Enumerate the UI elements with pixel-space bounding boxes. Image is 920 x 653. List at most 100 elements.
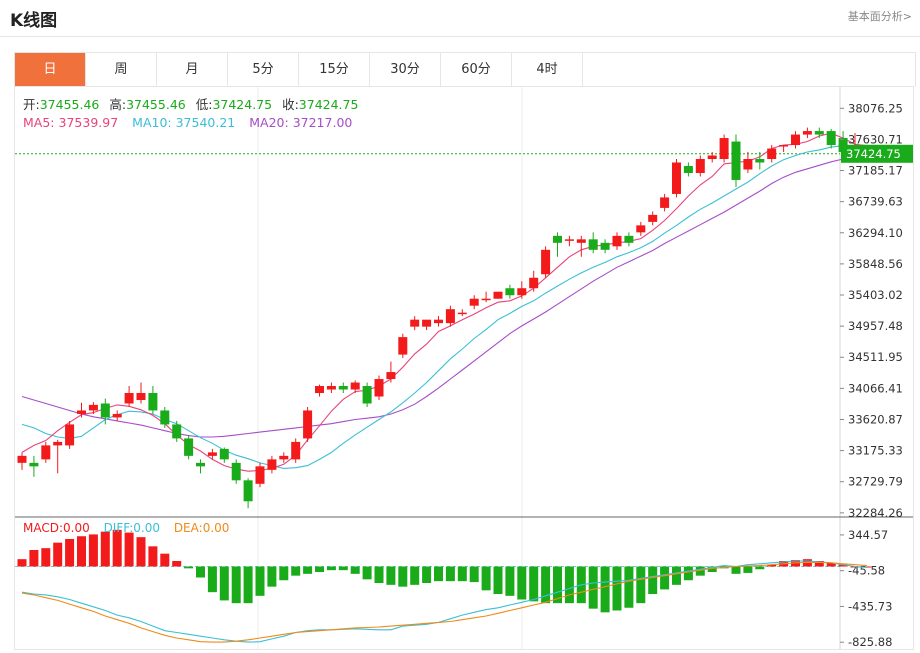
tab-day[interactable]: 日: [15, 53, 86, 87]
candle-body: [802, 131, 812, 135]
macd-bar: [624, 566, 634, 608]
macd-bar: [219, 566, 229, 601]
dea-label: DEA:: [174, 521, 203, 535]
candles: [17, 127, 872, 509]
macd-bar: [505, 566, 515, 596]
price-tick-label: 33175.33: [848, 444, 903, 458]
chart-area[interactable]: 38076.25 37630.71 37185.17 36739.63 36294.10…: [14, 86, 914, 650]
dea-line: [21, 561, 867, 643]
macd-bar: [826, 562, 836, 567]
macd-tick-label: 344.57: [848, 528, 888, 542]
macd-bar: [196, 566, 205, 578]
macd-bar: [326, 566, 336, 571]
grid: [15, 87, 913, 649]
period-tabs: 日 周 月 5分 15分 30分 60分 4时: [14, 52, 916, 87]
tab-30min[interactable]: 30分: [370, 53, 441, 87]
candle-body: [707, 155, 717, 160]
candle-body: [576, 239, 586, 243]
macd-bar: [422, 566, 432, 583]
candle-body: [541, 249, 551, 275]
candle-body: [315, 386, 324, 394]
tab-month[interactable]: 月: [157, 53, 228, 87]
candle-body: [88, 404, 98, 411]
tab-week[interactable]: 周: [86, 53, 157, 87]
macd-bar: [660, 566, 670, 590]
candle-body: [719, 138, 729, 160]
tab-15min[interactable]: 15分: [299, 53, 370, 87]
kline-chart[interactable]: 38076.25 37630.71 37185.17 36739.63 36294.10…: [15, 87, 913, 649]
price-tick-label: 37185.17: [848, 164, 903, 178]
macd-bar: [124, 532, 134, 567]
diff-line: [21, 560, 867, 643]
candle-body: [219, 448, 229, 460]
macd-bar: [303, 566, 313, 574]
macd-tick-label: -825.88: [848, 635, 892, 649]
candle-body: [505, 288, 515, 296]
macd-bar: [398, 566, 408, 587]
macd-bar: [386, 566, 396, 585]
candle-body: [267, 459, 277, 470]
macd-bar: [41, 548, 51, 567]
candle-body: [184, 438, 194, 456]
open-value: 37455.46: [40, 97, 100, 112]
macd-bar: [112, 529, 122, 567]
macd-info: MACD:0.00 DIFF:0.00 DEA:0.00: [23, 521, 229, 535]
candle-body: [564, 239, 574, 241]
close-label: 收:: [282, 97, 299, 112]
candle-body: [303, 410, 313, 439]
candle-body: [755, 159, 765, 163]
current-price-badge: [841, 144, 913, 163]
price-tick-label: 34066.41: [848, 381, 903, 395]
candle-body: [779, 145, 789, 147]
tab-5min[interactable]: 5分: [228, 53, 299, 87]
candle-body: [743, 159, 753, 170]
macd-bar: [410, 566, 420, 585]
macd-bar: [65, 539, 75, 567]
candle-body: [386, 372, 396, 380]
macd-bar: [743, 566, 753, 573]
candle-body: [77, 410, 86, 414]
low-value: 37424.75: [212, 97, 272, 112]
candle-body: [445, 309, 455, 324]
macd-bar: [279, 566, 289, 581]
ma10-line: [21, 145, 867, 469]
open-label: 开:: [23, 97, 40, 112]
tab-60min[interactable]: 60分: [441, 53, 512, 87]
ma10-label: MA10:: [132, 115, 171, 130]
macd-bar: [160, 553, 170, 567]
ma10-value: 37540.21: [176, 115, 236, 130]
macd-panel: 344.57-45.58-435.73-825.88: [15, 528, 892, 649]
diff-label: DIFF:: [104, 521, 134, 535]
candle-body: [207, 452, 217, 456]
macd-bar: [100, 531, 110, 567]
candle-body: [791, 134, 800, 146]
price-tick-label: 35848.56: [848, 257, 903, 271]
fundamental-analysis-link[interactable]: 基本面分析>: [847, 10, 912, 23]
candle-body: [398, 337, 408, 355]
candle-body: [172, 424, 182, 439]
macd-bar: [553, 566, 562, 604]
tab-4hour[interactable]: 4时: [512, 53, 583, 87]
candle-body: [600, 242, 610, 250]
macd-bar: [172, 561, 182, 567]
price-tick-label: 34511.95: [848, 350, 903, 364]
macd-bar: [600, 566, 610, 613]
candle-body: [291, 441, 301, 460]
candle-body: [326, 386, 336, 390]
macd-bar: [207, 566, 217, 593]
candle-body: [100, 403, 110, 418]
high-value: 37455.46: [126, 97, 186, 112]
low-label: 低:: [196, 97, 213, 112]
macd-bar: [707, 566, 717, 572]
candle-body: [29, 462, 39, 467]
macd-bar: [564, 566, 574, 604]
candle-body: [243, 480, 253, 502]
macd-bar: [672, 566, 681, 585]
candle-body: [255, 466, 265, 484]
macd-bar: [53, 542, 63, 567]
candle-body: [517, 288, 527, 296]
candle-body: [529, 277, 539, 289]
macd-bar: [838, 564, 848, 567]
candle-body: [338, 386, 348, 390]
macd-bar: [529, 566, 539, 602]
